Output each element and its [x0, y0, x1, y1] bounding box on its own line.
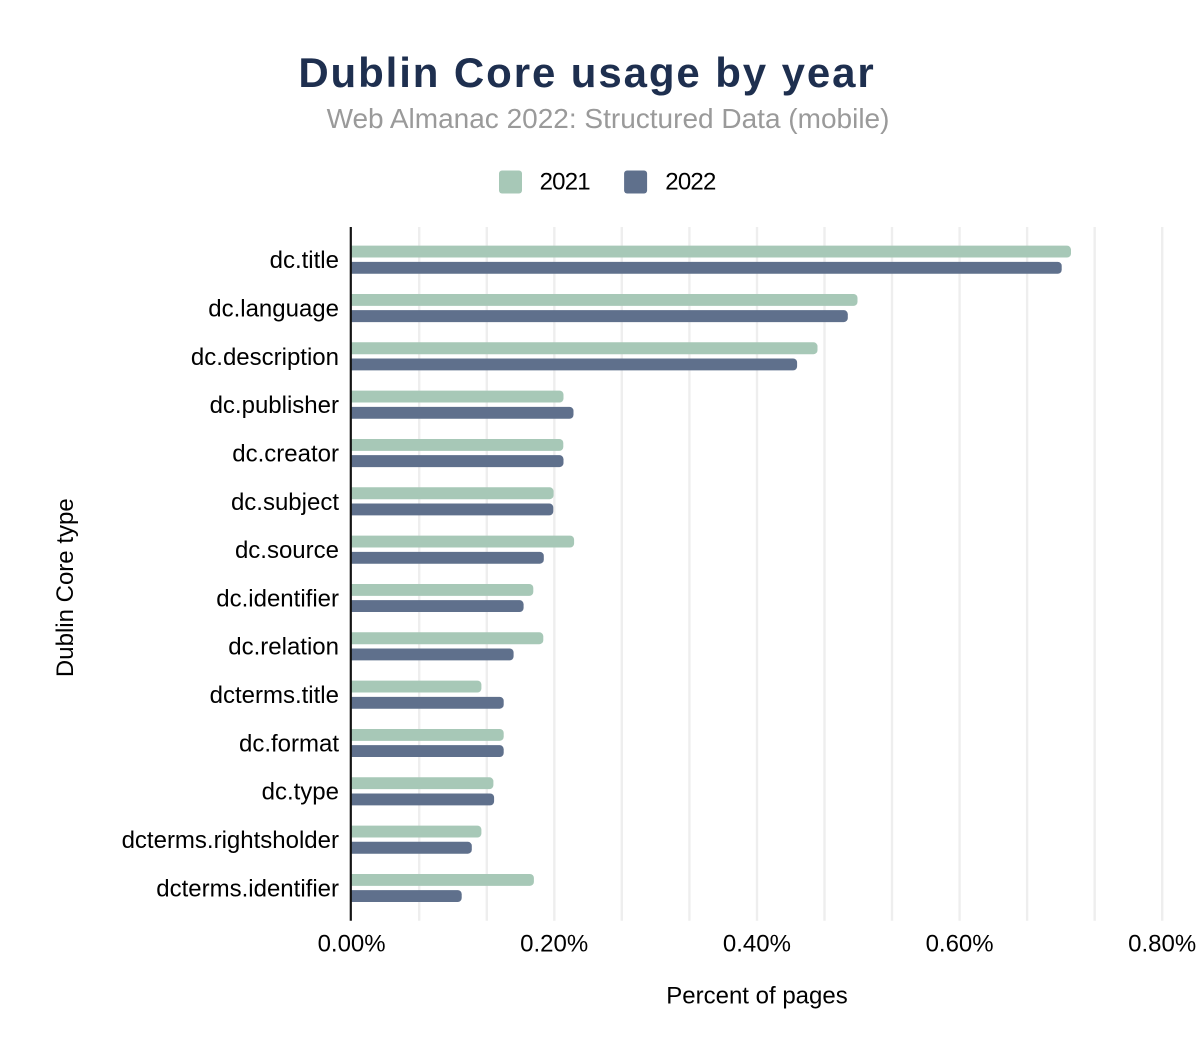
svg-text:0.00%: 0.00% [318, 931, 386, 958]
svg-text:dc.identifier: dc.identifier [216, 585, 339, 612]
svg-text:Dublin Core usage by year: Dublin Core usage by year [298, 49, 875, 96]
svg-text:Web Almanac 2022: Structured D: Web Almanac 2022: Structured Data (mobil… [327, 103, 890, 134]
svg-text:2022: 2022 [665, 169, 716, 196]
svg-text:dc.format: dc.format [239, 730, 339, 757]
svg-text:dc.type: dc.type [262, 779, 339, 806]
svg-text:dcterms.rightsholder: dcterms.rightsholder [122, 827, 339, 854]
svg-text:dcterms.identifier: dcterms.identifier [156, 875, 339, 902]
svg-text:0.40%: 0.40% [723, 931, 791, 958]
svg-text:dc.creator: dc.creator [232, 440, 339, 467]
svg-text:Dublin Core type: Dublin Core type [52, 498, 79, 677]
svg-text:0.80%: 0.80% [1128, 931, 1196, 958]
svg-text:dc.title: dc.title [270, 247, 339, 274]
svg-text:dc.source: dc.source [235, 537, 339, 564]
svg-text:dc.relation: dc.relation [228, 634, 339, 661]
svg-text:Percent of pages: Percent of pages [666, 983, 847, 1010]
svg-text:dc.subject: dc.subject [231, 489, 339, 516]
svg-text:0.20%: 0.20% [520, 931, 588, 958]
svg-text:dcterms.title: dcterms.title [210, 682, 339, 709]
svg-text:2021: 2021 [540, 169, 591, 196]
svg-text:dc.publisher: dc.publisher [210, 392, 339, 419]
svg-text:dc.language: dc.language [208, 295, 339, 322]
svg-text:dc.description: dc.description [191, 344, 339, 371]
svg-text:0.60%: 0.60% [926, 931, 994, 958]
